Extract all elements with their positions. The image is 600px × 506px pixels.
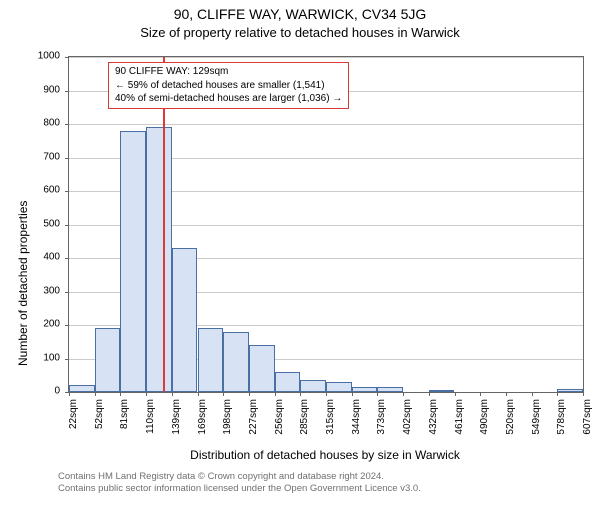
callout-box: 90 CLIFFE WAY: 129sqm ← 59% of detached … [108, 62, 349, 109]
footer-line-2: Contains public sector information licen… [58, 483, 421, 495]
histogram-bar [198, 328, 224, 392]
histogram-bar [120, 131, 146, 392]
y-tick-label: 0 [20, 386, 60, 397]
y-tick-label: 800 [20, 118, 60, 129]
histogram-bar [300, 380, 326, 392]
histogram-bar [326, 382, 352, 392]
x-tick-label: 607sqm [582, 399, 593, 459]
y-tick-label: 500 [20, 218, 60, 229]
y-tick-label: 600 [20, 185, 60, 196]
histogram-bar [172, 248, 198, 392]
histogram-bar [146, 127, 172, 392]
chart-title-address: 90, CLIFFE WAY, WARWICK, CV34 5JG [0, 6, 600, 22]
footer-line-1: Contains HM Land Registry data © Crown c… [58, 471, 421, 483]
histogram-bar [557, 389, 583, 392]
histogram-bar [249, 345, 275, 392]
histogram-bar [95, 328, 121, 392]
histogram-bar [223, 332, 249, 392]
y-tick-label: 100 [20, 352, 60, 363]
x-axis-label: Distribution of detached houses by size … [68, 448, 582, 462]
y-tick-label: 900 [20, 84, 60, 95]
y-tick-label: 200 [20, 319, 60, 330]
histogram-bar [377, 387, 403, 392]
chart-subtitle: Size of property relative to detached ho… [0, 25, 600, 40]
histogram-bar [352, 387, 378, 392]
callout-line-1: 90 CLIFFE WAY: 129sqm [115, 65, 342, 79]
chart-container: 90, CLIFFE WAY, WARWICK, CV34 5JG Size o… [0, 6, 600, 506]
histogram-bar [275, 372, 301, 392]
footer-text: Contains HM Land Registry data © Crown c… [58, 471, 421, 495]
callout-line-2: ← 59% of detached houses are smaller (1,… [115, 79, 342, 93]
callout-line-3: 40% of semi-detached houses are larger (… [115, 92, 342, 106]
y-tick-label: 400 [20, 252, 60, 263]
y-tick-label: 300 [20, 285, 60, 296]
y-tick-label: 700 [20, 151, 60, 162]
histogram-bar [69, 385, 95, 392]
histogram-bar [429, 390, 455, 392]
y-tick-label: 1000 [20, 51, 60, 62]
